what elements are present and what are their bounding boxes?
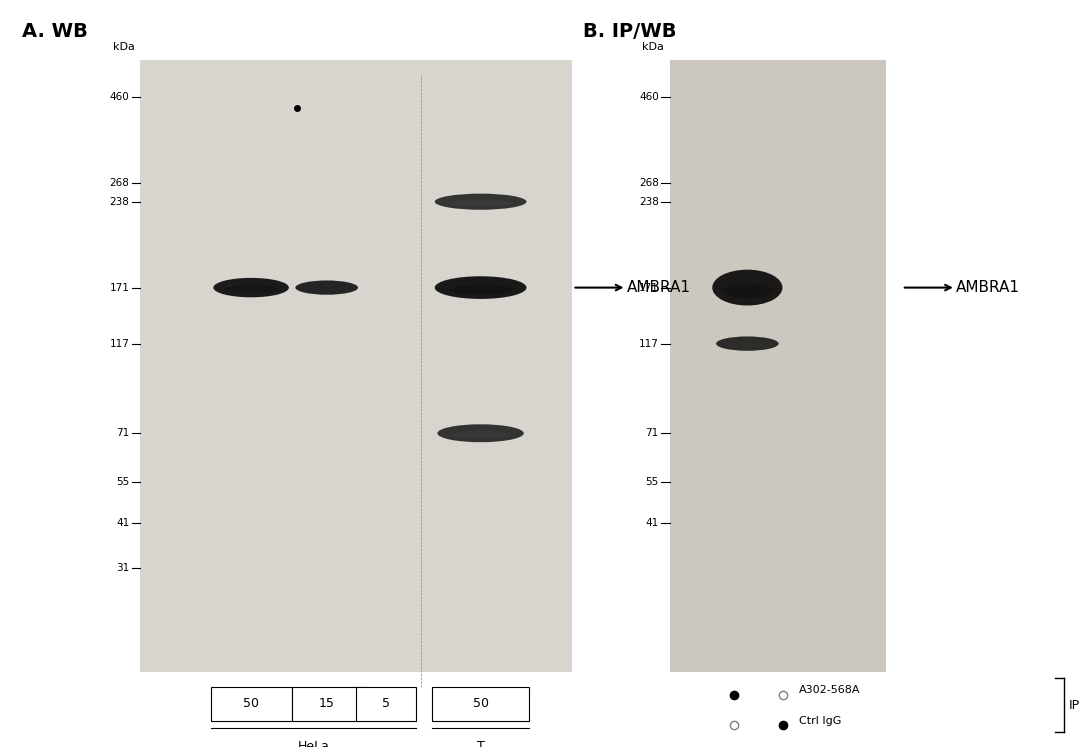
Text: A. WB: A. WB [22,22,87,41]
Ellipse shape [448,285,513,294]
Text: 117: 117 [110,338,130,349]
Ellipse shape [726,342,769,348]
Text: 268: 268 [110,178,130,188]
Text: IP: IP [1069,698,1080,712]
Ellipse shape [716,336,779,351]
Text: 171: 171 [110,282,130,293]
Text: kDa: kDa [113,43,135,52]
Text: 71: 71 [646,428,659,438]
Text: B. IP/WB: B. IP/WB [583,22,677,41]
Text: HeLa: HeLa [297,740,329,747]
Ellipse shape [723,283,772,298]
Ellipse shape [713,270,782,306]
Text: 268: 268 [639,178,659,188]
Text: 460: 460 [110,92,130,102]
Text: A302-568A: A302-568A [799,685,861,695]
Text: 50: 50 [243,697,259,710]
Text: 5: 5 [382,697,390,710]
Text: AMBRA1: AMBRA1 [956,280,1020,295]
Ellipse shape [448,199,513,206]
Text: 238: 238 [110,196,130,207]
Text: 171: 171 [639,282,659,293]
Ellipse shape [214,278,289,297]
Ellipse shape [435,193,527,210]
Bar [356,687,416,721]
Text: 41: 41 [646,518,659,528]
Ellipse shape [435,276,527,299]
Text: 55: 55 [117,477,130,487]
Bar [292,687,362,721]
Ellipse shape [225,285,278,294]
Text: Ctrl IgG: Ctrl IgG [799,716,841,726]
Text: 50: 50 [473,697,488,710]
Text: 15: 15 [319,697,335,710]
Text: 117: 117 [639,338,659,349]
Text: 238: 238 [639,196,659,207]
Text: 71: 71 [117,428,130,438]
Ellipse shape [450,431,511,438]
Bar [211,687,292,721]
Text: T: T [476,740,485,747]
Text: 55: 55 [646,477,659,487]
Ellipse shape [437,424,524,442]
Text: kDa: kDa [643,43,664,52]
Bar [432,687,529,721]
Ellipse shape [305,286,349,292]
Text: AMBRA1: AMBRA1 [626,280,690,295]
Ellipse shape [296,280,359,295]
Text: 460: 460 [639,92,659,102]
Bar [670,60,886,672]
Text: 41: 41 [117,518,130,528]
Text: 31: 31 [117,562,130,573]
Bar [140,60,572,672]
